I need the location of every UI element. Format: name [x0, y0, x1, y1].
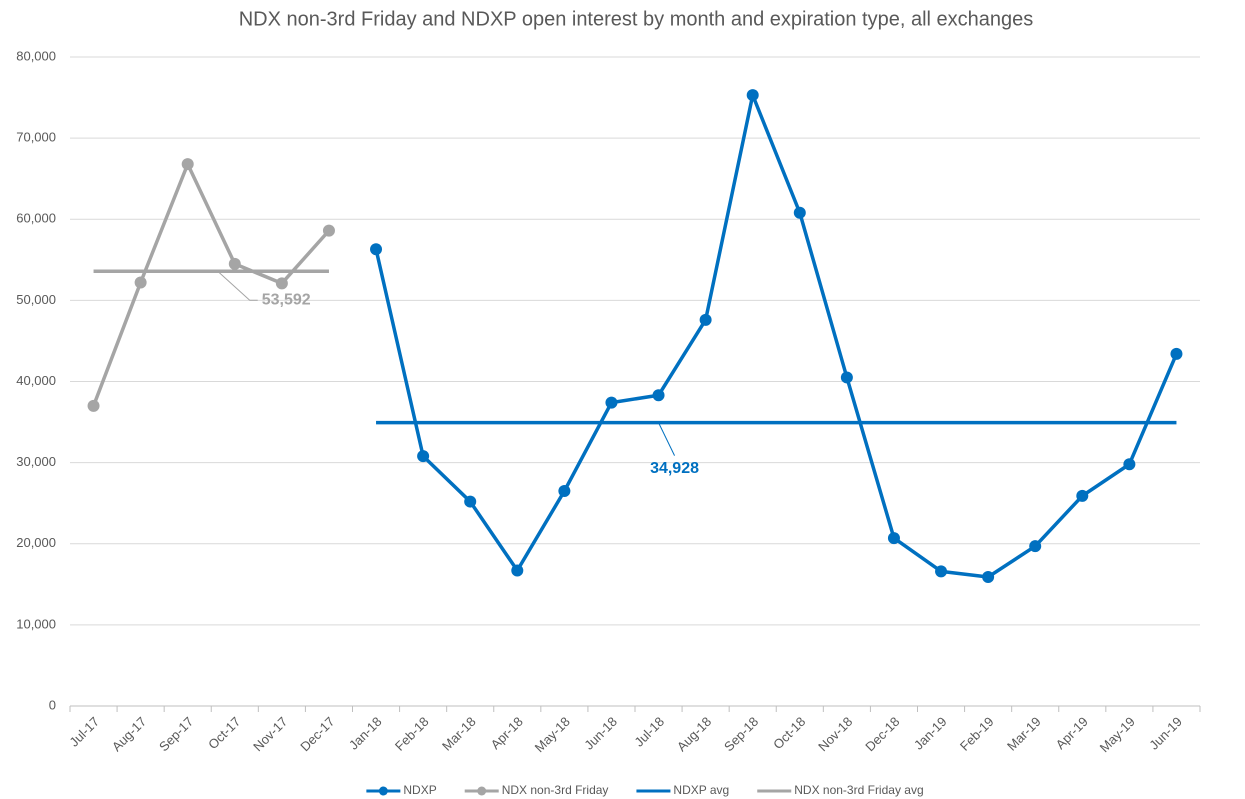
data-point	[417, 450, 430, 463]
data-point	[181, 158, 194, 171]
data-point	[605, 396, 618, 409]
y-tick-label: 30,000	[16, 454, 56, 469]
legend-label: NDXP avg	[673, 783, 729, 797]
x-tick-label: Mar-18	[439, 714, 479, 754]
x-tick-label: Aug-17	[109, 714, 149, 754]
x-tick-label: Nov-18	[815, 714, 855, 754]
leader-line	[658, 422, 675, 456]
data-point	[511, 564, 524, 577]
x-tick-label: Dec-18	[862, 714, 902, 754]
y-tick-label: 60,000	[16, 211, 56, 226]
data-point	[840, 371, 853, 384]
x-tick-label: May-18	[532, 714, 573, 755]
data-point	[464, 495, 477, 508]
x-tick-label: Oct-17	[205, 714, 243, 752]
data-label: 53,592	[262, 291, 311, 308]
y-tick-label: 80,000	[16, 48, 56, 63]
data-point	[793, 206, 806, 219]
x-tick-label: Apr-18	[488, 714, 526, 752]
legend: NDXP NDX non-3rd Friday NDXP avg NDX non-3r…	[366, 783, 924, 797]
x-tick-label: Oct-18	[770, 714, 808, 752]
data-point	[1076, 489, 1089, 502]
x-tick-label: Jul-18	[631, 714, 667, 750]
data-point	[652, 389, 665, 402]
chart-title: NDX non-3rd Friday and NDXP open interes…	[239, 8, 1034, 30]
x-tick-label: Feb-19	[957, 714, 997, 754]
data-point	[935, 565, 948, 578]
x-tick-label: Feb-18	[392, 714, 432, 754]
x-tick-label: Mar-19	[1004, 714, 1044, 754]
data-point	[1123, 458, 1136, 471]
x-tick-label: May-19	[1097, 714, 1138, 755]
data-point	[699, 313, 712, 326]
leader-line	[217, 270, 258, 301]
y-tick-label: 50,000	[16, 292, 56, 307]
legend-label: NDX non-3rd Friday avg	[794, 783, 923, 797]
x-tick-label: Aug-18	[674, 714, 714, 754]
x-tick-label: Jan-19	[911, 714, 950, 753]
data-point	[1029, 540, 1042, 553]
data-point	[134, 276, 147, 289]
data-point	[1170, 347, 1183, 360]
data-point	[558, 485, 571, 498]
y-tick-label: 20,000	[16, 535, 56, 550]
data-point	[87, 399, 100, 412]
y-tick-label: 40,000	[16, 373, 56, 388]
y-tick-label: 10,000	[16, 616, 56, 631]
data-point	[322, 224, 335, 237]
data-line	[91, 162, 331, 407]
x-tick-label: Jun-18	[581, 714, 620, 753]
x-tick-label: Apr-19	[1053, 714, 1091, 752]
legend-marker	[378, 786, 388, 796]
y-tick-label: 0	[49, 697, 56, 712]
data-label: 34,928	[650, 460, 699, 477]
data-point	[887, 532, 900, 545]
data-point	[746, 89, 759, 102]
x-tick-label: Sep-17	[156, 714, 196, 754]
x-tick-label: Jan-18	[346, 714, 385, 753]
data-point	[370, 243, 383, 256]
data-line	[374, 93, 1179, 579]
y-tick-label: 70,000	[16, 130, 56, 145]
x-tick-label: Nov-17	[250, 714, 290, 754]
x-tick-label: Jul-17	[66, 714, 102, 750]
x-tick-label: Sep-18	[721, 714, 761, 754]
x-tick-label: Jun-19	[1146, 714, 1185, 753]
data-point	[982, 571, 995, 584]
legend-label: NDX non-3rd Friday	[502, 783, 609, 797]
legend-marker	[477, 786, 487, 796]
data-point	[228, 257, 241, 270]
x-tick-label: Dec-17	[297, 714, 337, 754]
data-point	[275, 277, 288, 290]
legend-label: NDXP	[403, 783, 436, 797]
